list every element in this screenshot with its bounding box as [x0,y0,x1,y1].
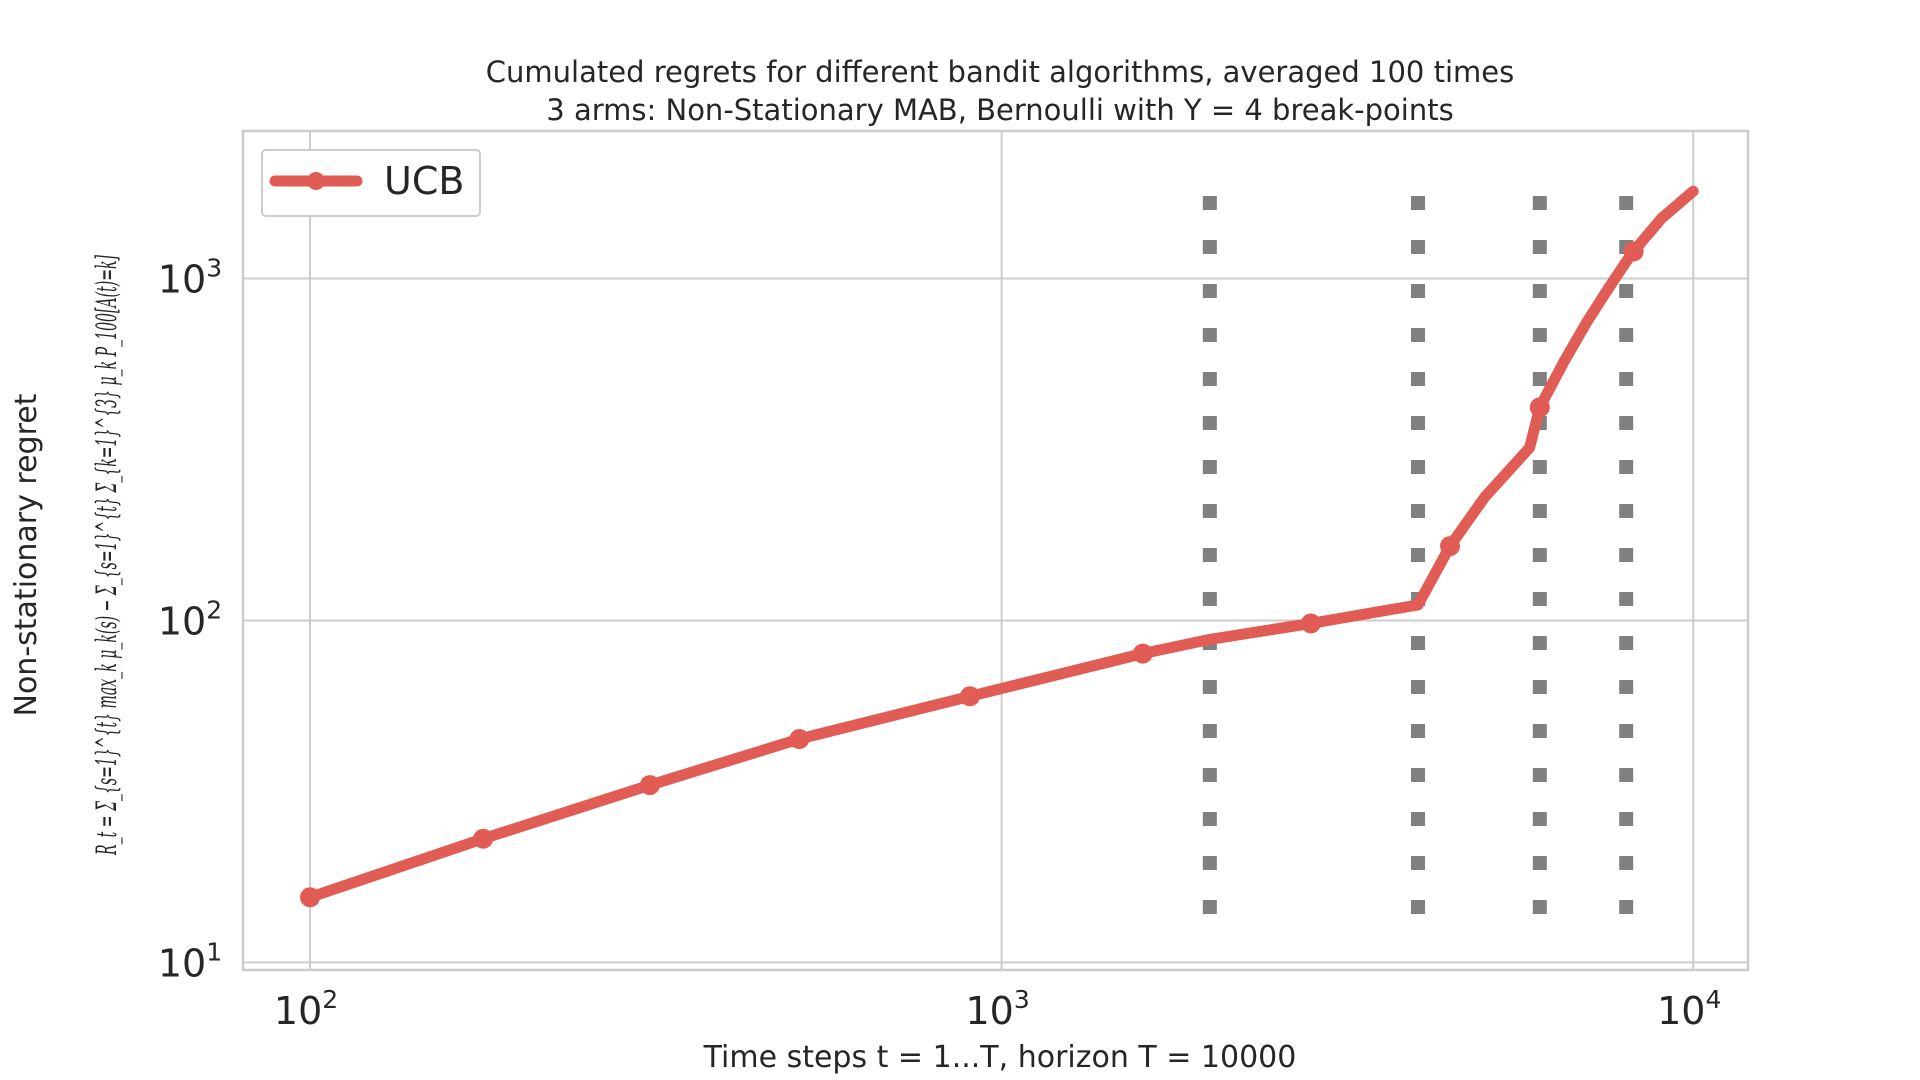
plot-border [241,129,1750,972]
x-tick-label-1: 103 [965,985,1029,1033]
tick-labels: 102 103 104 101 102 103 [158,254,1722,1033]
series [300,185,1699,908]
chart-title: Cumulated regrets for different bandit a… [486,55,1514,89]
x-tick-label-0: 102 [274,985,338,1033]
legend: UCB [261,149,481,217]
legend-label-ucb: UCB [384,159,464,203]
plot-frame [241,129,1750,972]
data-point [639,775,660,796]
y-axis-label: Non-stationary regret [9,393,44,716]
data-point [473,828,494,849]
data-point [1623,241,1644,262]
legend-marker-ucb [307,172,325,190]
x-tick-label-2: 104 [1657,985,1721,1033]
data-point [1529,397,1550,418]
y-axis-formula: R_t = Σ_{s=1}^{t} max_k μ_k(s) − Σ_{s=1}… [90,255,123,856]
series-line-ucb [304,185,1699,903]
data-point [1300,613,1321,634]
data-point [959,686,980,707]
data-point [300,887,321,908]
chart-subtitle: 3 arms: Non-Stationary MAB, Bernoulli wi… [546,93,1453,127]
x-axis-label: Time steps t = 1...T, horizon T = 10000 [703,1040,1297,1075]
y-tick-label-0: 101 [158,937,222,985]
break-point-lines [1202,170,1634,935]
legend-box [261,149,481,217]
data-point [1440,536,1461,557]
grid [243,131,1748,970]
data-point [1132,643,1153,664]
y-tick-label-1: 102 [158,595,222,643]
y-tick-label-2: 103 [158,254,222,302]
data-point [789,729,810,750]
